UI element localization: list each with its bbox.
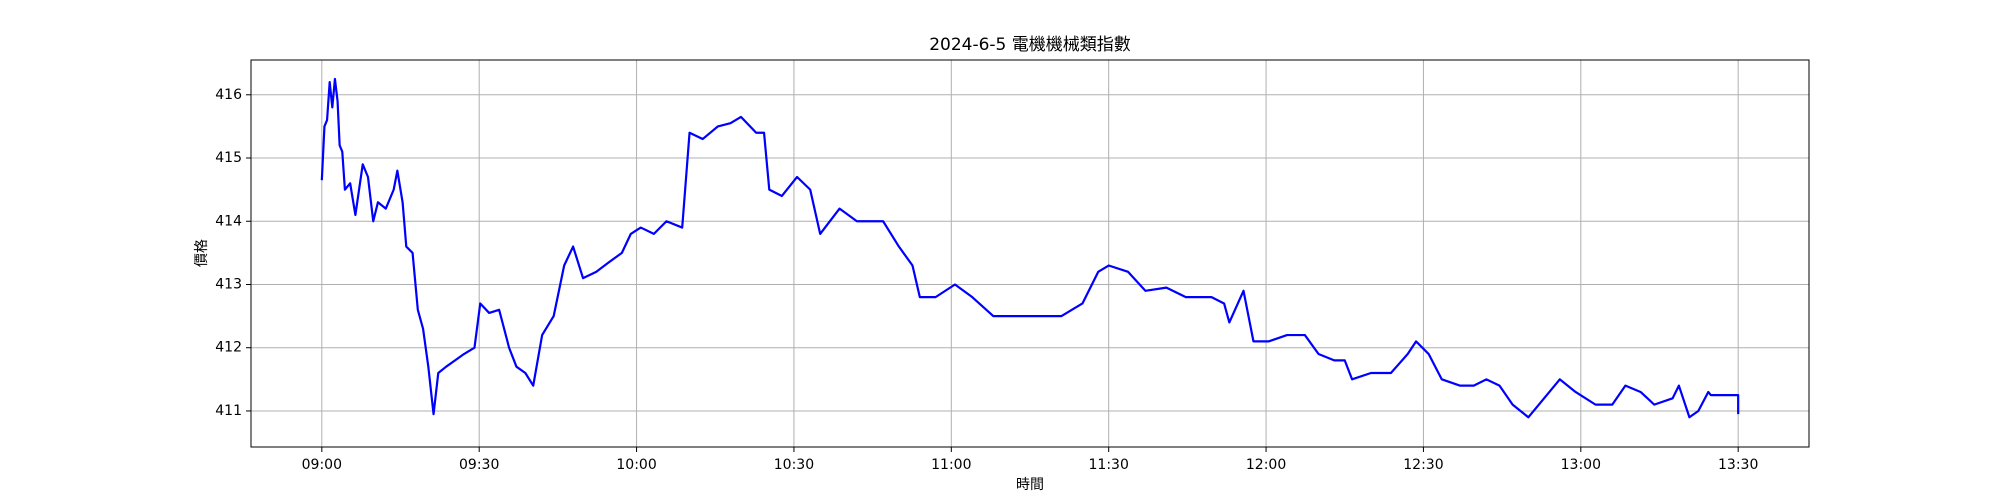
y-tick-label: 414 xyxy=(215,213,242,229)
chart-title: 2024-6-5 電機機械類指數 xyxy=(929,35,1131,55)
x-tick-label: 12:00 xyxy=(1246,457,1286,473)
x-tick-label: 09:30 xyxy=(459,457,499,473)
price-line xyxy=(320,77,1740,419)
x-tick-label: 10:30 xyxy=(774,457,814,473)
x-tick-label: 13:00 xyxy=(1561,457,1601,473)
y-tick-label: 416 xyxy=(215,87,242,103)
y-tick-label: 411 xyxy=(215,403,242,419)
y-axis-label: 價格 xyxy=(193,239,210,267)
y-tick-label: 415 xyxy=(215,150,242,166)
x-tick-label: 13:30 xyxy=(1718,457,1758,473)
x-tick-label: 12:30 xyxy=(1403,457,1443,473)
y-tick-label: 412 xyxy=(215,340,242,356)
plot-frame xyxy=(250,59,1810,448)
x-tick-label: 11:30 xyxy=(1089,457,1129,473)
y-tick-label: 413 xyxy=(215,276,242,292)
x-tick-label: 11:00 xyxy=(931,457,971,473)
x-tick-label: 09:00 xyxy=(302,457,342,473)
x-tick-label: 10:00 xyxy=(616,457,656,473)
x-axis-label: 時間 xyxy=(1016,477,1044,493)
